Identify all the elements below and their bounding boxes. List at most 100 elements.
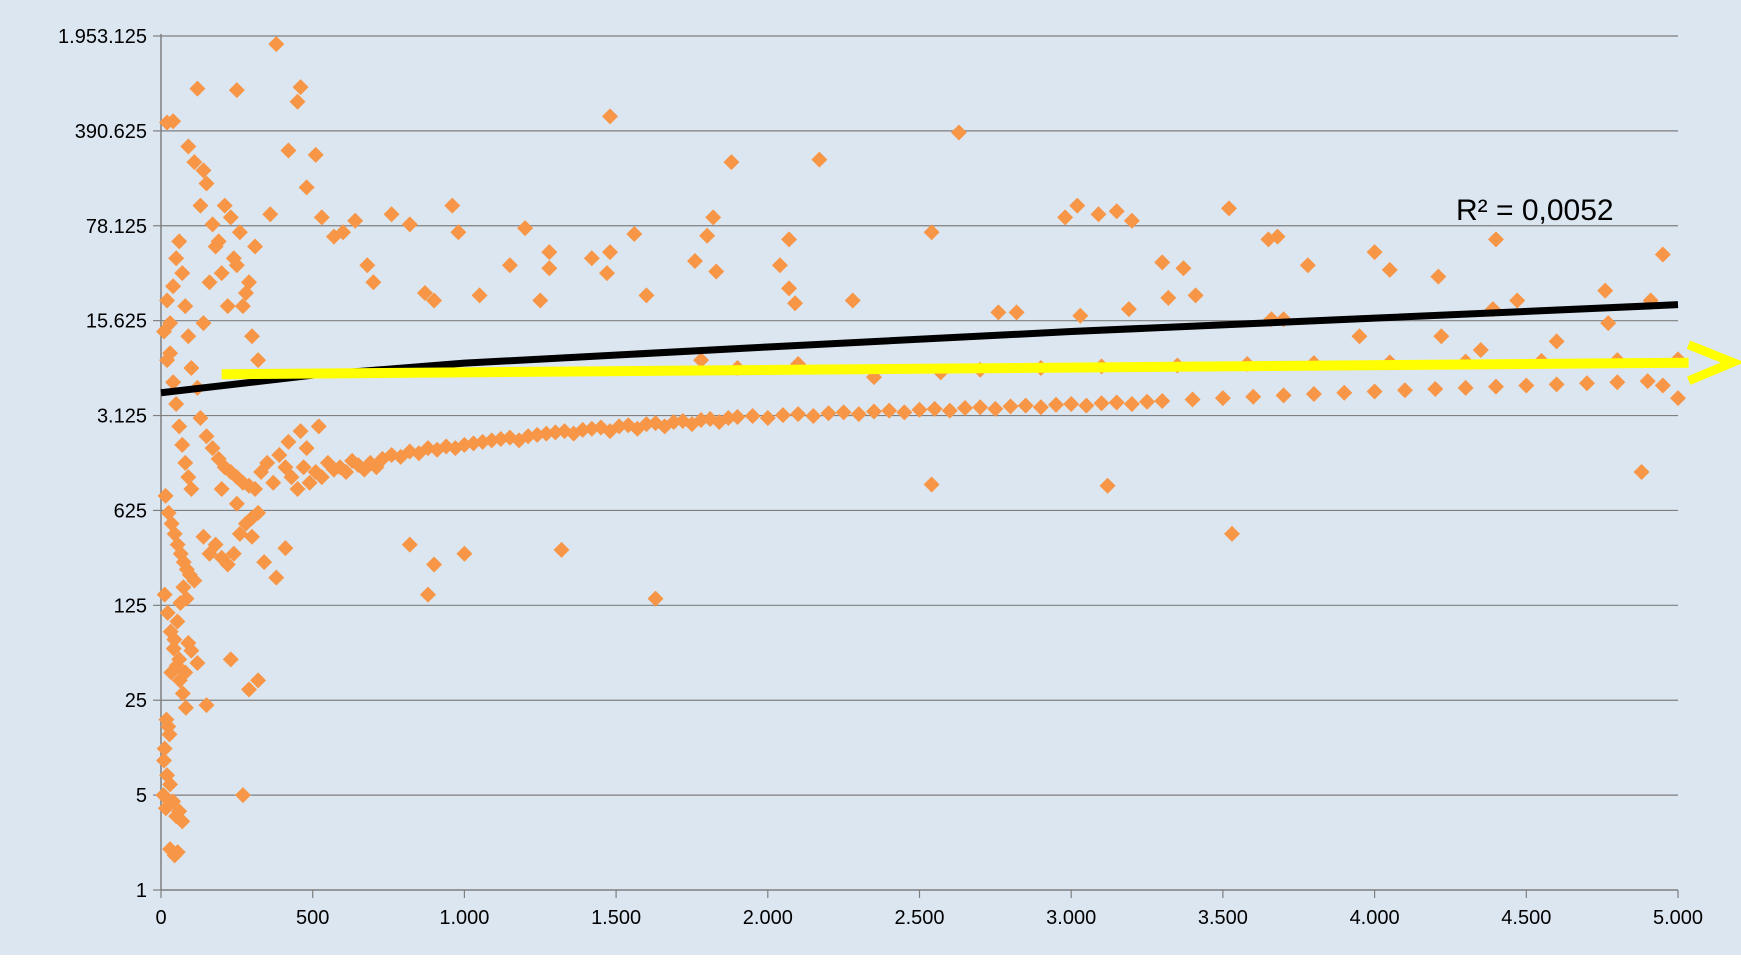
data-point [638, 287, 655, 304]
data-point [213, 265, 230, 282]
data-point [705, 209, 722, 226]
data-point [1008, 304, 1025, 321]
data-point [1548, 333, 1565, 350]
data-point [160, 718, 177, 735]
data-point [1187, 287, 1204, 304]
data-point [177, 699, 194, 716]
data-point [1093, 395, 1110, 412]
data-point [1108, 394, 1125, 411]
x-tick-label: 500 [296, 907, 329, 929]
data-point [234, 787, 251, 804]
data-point [1548, 376, 1565, 393]
data-point [231, 224, 248, 241]
arrow-shaft [221, 357, 1689, 380]
data-point [790, 406, 807, 423]
data-point [165, 278, 182, 295]
data-point [911, 401, 928, 418]
data-point [219, 298, 236, 315]
data-point [844, 292, 861, 309]
data-point [292, 79, 309, 96]
data-point [990, 304, 1007, 321]
data-point [177, 664, 194, 681]
data-point [1220, 200, 1237, 217]
data-point [192, 197, 209, 214]
data-point [759, 409, 776, 426]
data-point [347, 212, 364, 229]
data-point [541, 260, 558, 277]
x-tick-label: 1.500 [591, 907, 641, 929]
data-point [926, 400, 943, 417]
data-point [638, 416, 655, 433]
data-point [259, 454, 276, 471]
data-point [195, 315, 212, 332]
data-point [222, 209, 239, 226]
data-point [163, 664, 180, 681]
data-point [240, 681, 257, 698]
data-point [1433, 328, 1450, 345]
data-point [165, 113, 182, 130]
data-point [1139, 393, 1156, 410]
data-point [219, 556, 236, 573]
data-point [292, 423, 309, 440]
data-point [1245, 388, 1262, 405]
data-point [1048, 396, 1065, 413]
data-point [192, 409, 209, 426]
data-point [174, 436, 191, 453]
data-point [1090, 206, 1107, 223]
data-point [941, 402, 958, 419]
data-point [723, 154, 740, 171]
data-point [177, 454, 194, 471]
data-point [169, 613, 186, 630]
data-point [234, 298, 251, 315]
data-point [1224, 525, 1241, 542]
data-point [583, 250, 600, 267]
x-tick-label: 4.000 [1350, 907, 1400, 929]
data-point [781, 280, 798, 297]
data-point [198, 428, 215, 445]
data-point [865, 403, 882, 420]
data-point [169, 844, 186, 861]
data-point [1002, 398, 1019, 415]
data-point [240, 274, 257, 291]
data-point [1072, 307, 1089, 324]
x-tick-label: 2.500 [894, 907, 944, 929]
y-tick-label: 78.125 [86, 216, 147, 238]
data-point [1472, 342, 1489, 359]
data-point [1214, 390, 1231, 407]
data-point [201, 274, 218, 291]
data-point [171, 651, 188, 668]
data-point [416, 284, 433, 301]
data-point [277, 540, 294, 557]
data-point [774, 407, 791, 424]
data-point [693, 411, 710, 428]
y-tick-label: 625 [114, 500, 147, 522]
data-point [262, 206, 279, 223]
data-point [835, 404, 852, 421]
data-point [174, 265, 191, 282]
data-point [338, 463, 355, 480]
data-point [225, 545, 242, 562]
data-point [820, 405, 837, 422]
data-point [265, 474, 282, 491]
data-point [602, 108, 619, 125]
data-point [787, 295, 804, 312]
data-point [155, 787, 172, 804]
data-point [1654, 377, 1671, 394]
data-point [247, 480, 264, 497]
data-point [665, 414, 682, 431]
data-point [250, 672, 267, 689]
data-point [180, 328, 197, 345]
data-point [729, 408, 746, 425]
data-point [957, 400, 974, 417]
data-point [1336, 384, 1353, 401]
data-points [155, 36, 1686, 864]
data-point [298, 179, 315, 196]
axes: 1 5 25 125 625 3.125 15.625 78.125 390.625 1.953.… [58, 26, 1703, 929]
data-point [1120, 301, 1137, 318]
data-point [1299, 257, 1316, 274]
data-point [313, 469, 330, 486]
data-point [626, 225, 643, 242]
data-point [553, 541, 570, 558]
data-point [1069, 197, 1086, 214]
